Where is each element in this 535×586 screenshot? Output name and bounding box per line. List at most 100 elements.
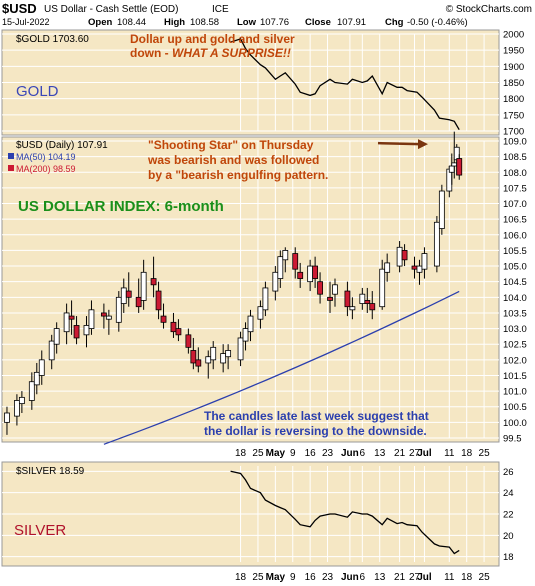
x-tick-label: 18 xyxy=(461,448,473,459)
usd-note-bottom-line2: the dollar is reversing to the downside. xyxy=(204,424,427,438)
low-value: 107.76 xyxy=(260,17,289,28)
candle-down xyxy=(100,312,107,317)
ma200-swatch xyxy=(8,165,14,171)
y-tick-label: 106.5 xyxy=(503,215,527,226)
y-tick-label: 108.5 xyxy=(503,152,527,163)
candle-up xyxy=(438,190,445,229)
candle-up xyxy=(421,253,428,270)
x-tick-label: 25 xyxy=(479,448,491,459)
candle-up xyxy=(359,293,366,304)
y-tick-label: 18 xyxy=(503,552,514,563)
usd-legend: $USD (Daily) 107.91 xyxy=(16,140,108,151)
y-tick-label: 1850 xyxy=(503,78,524,89)
y-tick-label: 1700 xyxy=(503,127,524,138)
usd-note-top-line1: "Shooting Star" on Thursday xyxy=(148,138,314,152)
candle-up xyxy=(396,246,403,267)
x-tick-label: 16 xyxy=(305,448,317,459)
x-tick-label: 11 xyxy=(444,572,455,583)
y-tick-label: 99.5 xyxy=(503,434,522,445)
candle-up xyxy=(220,353,227,364)
y-tick-label: 102.0 xyxy=(503,355,527,366)
gold-panel: 1700 1750 1800 1850 1900 1950 2000 $GOLD 1703.… xyxy=(1,29,524,138)
candle-up xyxy=(242,328,249,342)
candle-down xyxy=(327,296,333,301)
x-tick-label: 25 xyxy=(252,572,264,583)
candle-down xyxy=(364,300,371,304)
silver-y-axis: 18 20 22 24 26 xyxy=(503,467,514,563)
candle-up xyxy=(307,265,314,283)
candle-up xyxy=(38,359,45,376)
x-tick-label: 27 xyxy=(409,448,421,459)
annotation-arrow xyxy=(377,139,428,150)
silver-legend: $SILVER 18.59 xyxy=(16,466,85,477)
y-tick-label: 104.0 xyxy=(503,293,527,304)
y-tick-label: 101.0 xyxy=(503,387,527,398)
y-tick-label: 103.5 xyxy=(503,308,527,319)
candle-up xyxy=(349,306,356,311)
candle-down xyxy=(317,281,323,295)
y-tick-label: 106.0 xyxy=(503,230,527,241)
usd-note-bottom-line1: The candles late last week suggest that xyxy=(204,409,429,423)
candle-up xyxy=(120,287,127,304)
y-tick-label: 102.5 xyxy=(503,340,527,351)
candle-down xyxy=(135,296,142,308)
candle-up xyxy=(277,256,284,279)
candle-down xyxy=(401,250,408,261)
y-tick-label: 1950 xyxy=(503,46,524,57)
open-label: Open xyxy=(88,17,112,28)
x-tick-label: 18 xyxy=(461,572,473,583)
gold-price-line xyxy=(230,38,460,131)
ma200-legend: MA(200) 98.59 xyxy=(16,164,76,174)
candle-up xyxy=(210,346,217,361)
x-tick-label: Jun xyxy=(341,572,359,583)
x-tick-label: 16 xyxy=(305,572,317,583)
y-tick-label: 108.0 xyxy=(503,168,527,179)
candle-down xyxy=(160,315,167,323)
candle-up xyxy=(453,146,460,161)
candle-up xyxy=(115,296,122,323)
silver-price-line xyxy=(230,470,460,555)
candle-up xyxy=(105,315,112,320)
candle-up xyxy=(237,337,244,361)
y-tick-label: 107.5 xyxy=(503,183,527,194)
x-tick-label: 27 xyxy=(409,572,421,583)
candle-up xyxy=(140,271,147,301)
candle-down xyxy=(195,359,202,367)
candle-up xyxy=(262,287,269,311)
x-tick-label: 6 xyxy=(360,448,366,459)
usd-y-axis: 99.5 100.0 100.5 101.0 101.5 102.0 102.5 103.0 1… xyxy=(503,137,527,445)
candle-down xyxy=(190,350,197,364)
candle-down xyxy=(297,271,304,279)
chart-date: 15-Jul-2022 xyxy=(2,17,50,27)
y-tick-label: 105.0 xyxy=(503,262,527,273)
candle-down xyxy=(125,290,132,298)
usd-note-top-line3: by a "bearish engulfing pattern. xyxy=(148,168,328,182)
x-tick-label: 18 xyxy=(235,448,247,459)
gold-legend: $GOLD 1703.60 xyxy=(16,34,89,45)
high-label: High xyxy=(164,17,185,28)
gold-annotation-line1: Dollar up and gold and silver xyxy=(130,32,295,46)
x-tick-label: 13 xyxy=(374,572,386,583)
candle-down xyxy=(456,158,463,176)
usd-note-top-line2: was bearish and was followed xyxy=(147,153,319,167)
change-value: -0.50 (-0.46%) xyxy=(407,17,468,28)
candle-down xyxy=(369,303,376,311)
usd-panel: 99.5 100.0 100.5 101.0 101.5 102.0 102.5 103.0 1… xyxy=(1,131,527,445)
close-label: Close xyxy=(305,17,331,28)
gold-y-axis: 1700 1750 1800 1850 1900 1950 2000 xyxy=(503,30,524,138)
candle-down xyxy=(73,325,80,339)
y-tick-label: 101.5 xyxy=(503,371,527,382)
candle-up xyxy=(384,262,391,273)
candle-down xyxy=(150,278,157,286)
x-tick-label: Jul xyxy=(417,448,432,459)
candle-down xyxy=(155,290,162,311)
candle-up xyxy=(379,268,386,308)
candle-up xyxy=(416,265,423,273)
candle-up xyxy=(205,356,212,364)
y-tick-label: 2000 xyxy=(503,30,524,41)
x-tick-label: 9 xyxy=(290,448,296,459)
candle-up xyxy=(332,284,338,295)
x-tick-label: 25 xyxy=(252,448,264,459)
